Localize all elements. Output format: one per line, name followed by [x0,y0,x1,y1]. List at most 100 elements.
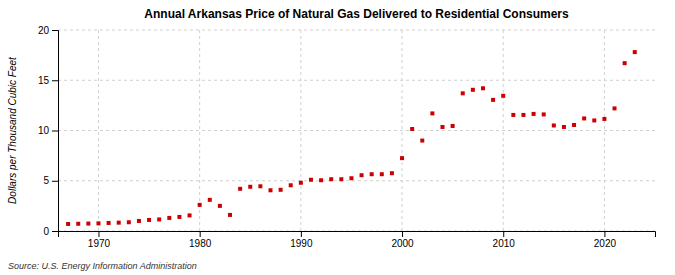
point [572,123,576,127]
point [349,176,353,180]
point [380,172,384,176]
tick-mark [503,231,504,237]
grid-line [58,180,655,181]
tick-label: 15 [38,75,50,86]
point [268,188,272,192]
tick-mark [301,231,302,237]
tick-label: 1980 [189,238,212,249]
tick: 0 [43,226,58,237]
grid-line [98,30,99,231]
point [66,222,70,226]
tick-label: 0 [43,226,49,237]
grid-line [503,30,504,231]
point [430,111,434,115]
grid-line [58,80,655,81]
tick: 15 [38,75,58,86]
tick-label: 2020 [594,238,617,249]
tick: 2020 [594,231,617,249]
point [542,112,546,116]
point [177,215,181,219]
tick: 1980 [189,231,212,249]
point [592,118,596,122]
tick: 1970 [88,231,111,249]
point [147,218,151,222]
point [390,171,394,175]
point [370,172,374,176]
point [339,177,343,181]
point [481,86,485,90]
tick: 1990 [290,231,313,249]
point [410,127,414,131]
tick-mark [200,231,201,237]
point [613,106,617,110]
point [360,173,364,177]
tick-label: 2010 [493,238,516,249]
chart: 19701980199020002010202005101520Annual A… [0,0,675,275]
point [96,221,100,225]
grid-line [199,30,200,231]
tick: 2000 [391,231,414,249]
point [299,181,303,185]
tick-label: 1970 [88,238,111,249]
point [76,222,80,226]
point [623,61,627,65]
tick-label: 2000 [391,238,414,249]
tick-mark [402,231,403,237]
point [451,124,455,128]
plot: 1970 1980 1990 2000 2010 2020 0 5 10 15 20 [38,25,656,249]
point [248,185,252,189]
point [420,139,424,143]
point [208,198,212,202]
point [289,183,293,187]
point [552,123,556,127]
tick-label: 5 [43,175,49,186]
tick-label: 10 [38,125,50,136]
point [238,187,242,191]
point [137,219,141,223]
tick-mark [98,231,99,237]
point [491,98,495,102]
point [228,213,232,217]
point [319,178,323,182]
point [86,222,90,226]
point [309,178,313,182]
point [602,117,606,121]
point [441,125,445,129]
grid-line [58,30,655,31]
y-axis: 0 5 10 15 20 [38,25,59,237]
tick-mark [52,181,58,182]
point [532,112,536,116]
source-note: Source: U.S. Energy Information Administ… [8,261,197,271]
tick-label: 20 [38,25,50,36]
axis-line [52,31,59,232]
point [461,91,465,95]
point [188,213,192,217]
point [633,50,637,54]
tick: 10 [38,125,58,136]
point [562,125,566,129]
point [521,113,525,117]
point [511,113,515,117]
point [117,221,121,225]
point [400,156,404,160]
grid [58,30,655,231]
tick: 5 [43,175,58,186]
tick-mark [52,131,58,132]
point [127,220,131,224]
tick-mark [52,30,58,31]
tick: 20 [38,25,58,36]
point [471,88,475,92]
tick-mark [52,231,58,232]
point [582,116,586,120]
grid-line [300,30,301,231]
axis-line [59,232,656,238]
point [258,184,262,188]
tick-label: 1990 [290,238,313,249]
point [198,203,202,207]
x-axis: 1970 1980 1990 2000 2010 2020 [59,231,656,249]
point [107,221,111,225]
point [279,188,283,192]
point [501,94,505,98]
tick-mark [52,80,58,81]
point [329,177,333,181]
